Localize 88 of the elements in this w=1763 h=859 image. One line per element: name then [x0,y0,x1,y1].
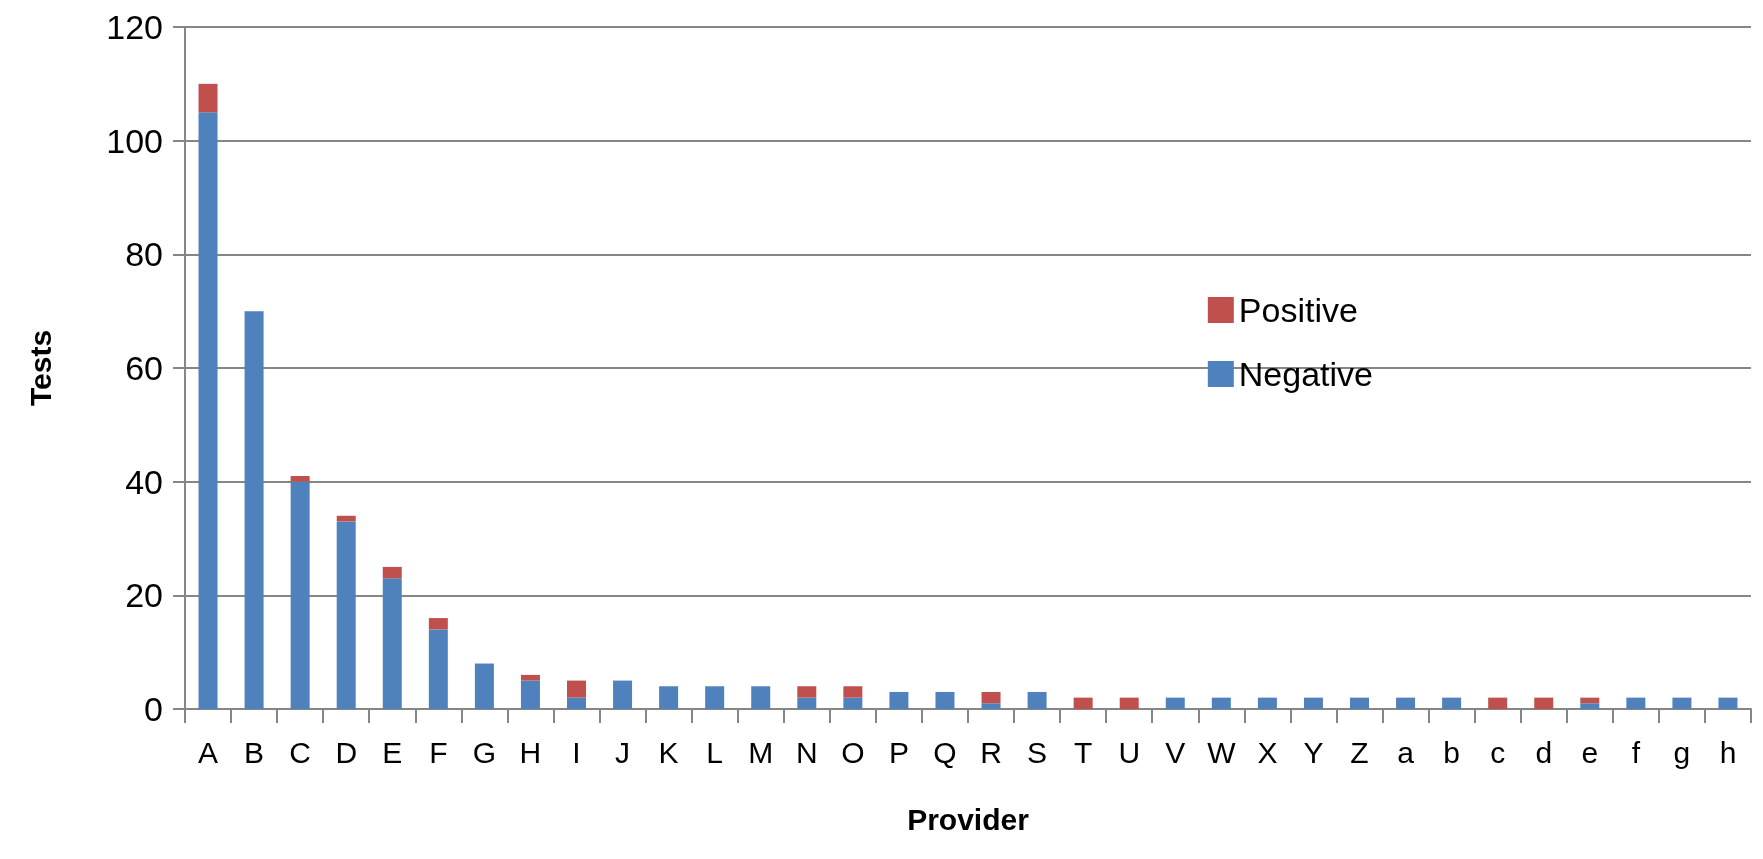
x-tick-label: W [1207,735,1237,769]
bar [428,618,448,630]
x-tick-label: M [748,735,774,769]
x-tick-label: N [795,735,818,769]
y-axis-title: Tests [23,329,57,407]
x-tick-label: b [1443,735,1460,769]
x-tick-label: V [1165,735,1186,769]
bar [613,680,633,709]
bar [797,686,817,698]
bar [244,311,264,709]
x-tick-label: L [706,735,724,769]
x-tick-label: E [382,735,403,769]
bar [843,697,863,709]
bar [382,578,402,709]
x-tick-label: S [1027,735,1048,769]
y-tick-label: 60 [125,349,163,387]
x-tick-label: I [572,735,581,769]
bar [567,697,586,709]
bar [981,703,1001,709]
bar [1534,697,1554,709]
bar [659,686,679,709]
y-tick-label: 100 [106,121,163,160]
x-tick-label: A [198,735,219,769]
x-tick-label: g [1673,735,1691,769]
bar [889,691,909,709]
x-tick-label: d [1535,735,1553,769]
bar [198,112,218,709]
bar [290,475,310,482]
x-axis-title: Provider [907,802,1030,836]
bar [935,691,955,709]
x-tick-label: U [1118,735,1141,769]
bar [981,691,1001,704]
bar [1027,691,1047,709]
bar [1303,697,1323,709]
bar [1488,697,1508,709]
bar [1211,697,1231,709]
bar [1119,697,1139,709]
x-tick-label: H [519,735,542,769]
x-tick-label: C [289,735,311,769]
bar [198,83,218,113]
bar [567,680,586,698]
x-tick-label: J [615,735,631,769]
bar [1073,697,1093,709]
x-tick-label: h [1719,735,1737,769]
bar [1672,697,1692,709]
bar [1718,697,1738,709]
x-tick-label: F [429,735,448,769]
x-tick-label: T [1073,735,1093,769]
bar [520,680,540,709]
bar [520,674,540,681]
legend-label: Negative [1238,355,1374,393]
bar [428,629,448,709]
x-tick-label: R [980,735,1002,769]
bar [290,481,310,709]
x-tick-label: f [1631,735,1641,769]
x-tick-label: P [888,735,909,769]
y-tick-label: 120 [106,8,163,46]
y-tick-label: 20 [125,576,163,615]
x-tick-label: Y [1303,735,1324,769]
x-tick-label: B [244,735,265,769]
bar [1396,697,1416,709]
bar [382,566,402,579]
bar [1442,697,1462,709]
y-tick-label: 80 [125,235,163,274]
bar [843,686,863,698]
bar [705,686,725,709]
bar [1350,697,1369,709]
x-tick-label: D [335,735,358,769]
bar [1165,697,1185,709]
x-tick-label: a [1397,735,1415,769]
x-tick-label: c [1490,735,1506,769]
bar [751,686,771,709]
bar [1626,697,1646,709]
legend-label: Positive [1238,291,1358,329]
bar [1580,703,1600,709]
x-tick-label: G [472,735,497,769]
bar [1257,697,1277,709]
x-tick-label: Z [1350,735,1369,769]
y-tick-label: 40 [125,462,163,501]
bar [797,697,817,709]
x-tick-label: X [1257,735,1278,769]
bar [474,663,494,709]
y-tick-label: 0 [144,690,163,728]
x-tick-label: O [841,735,865,769]
x-tick-label: K [658,735,679,769]
x-tick-label: e [1581,735,1599,769]
bar [336,521,356,709]
x-tick-label: Q [933,735,957,769]
